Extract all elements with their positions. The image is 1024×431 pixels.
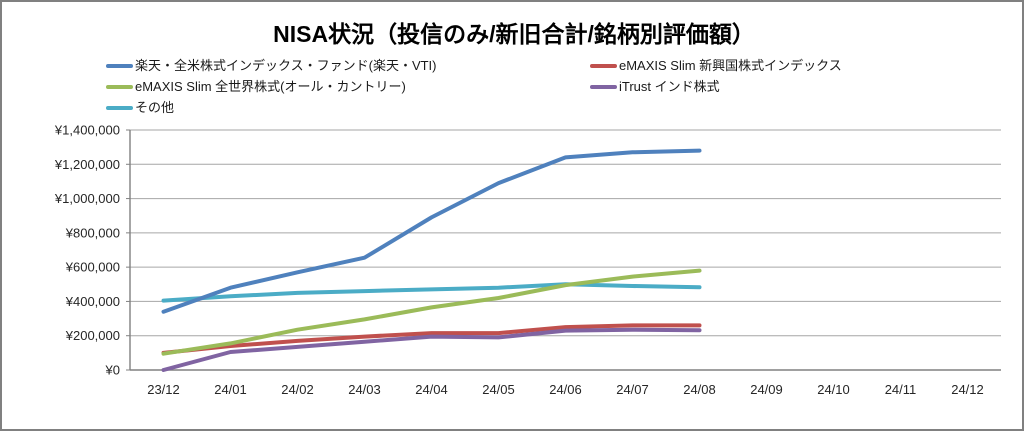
y-axis-label: ¥200,000 [65, 328, 120, 343]
x-axis-label: 24/09 [750, 382, 783, 397]
legend-item: eMAXIS Slim 新興国株式インデックス [590, 58, 842, 73]
y-axis-label: ¥0 [105, 363, 120, 378]
y-axis-label: ¥400,000 [65, 294, 120, 309]
legend-line-swatch-icon [106, 105, 133, 110]
y-axis-label: ¥600,000 [65, 260, 120, 275]
legend-line-swatch-icon [106, 84, 133, 89]
x-axis-label: 24/08 [683, 382, 716, 397]
series-line-0 [161, 148, 702, 314]
series-line-1 [161, 323, 702, 355]
series-line-4 [161, 282, 702, 303]
x-axis-label: 24/01 [214, 382, 247, 397]
legend-label: その他 [135, 100, 175, 115]
legend-label: eMAXIS Slim 全世界株式(オール・カントリー) [135, 79, 406, 94]
y-axis-label: ¥1,400,000 [54, 123, 120, 138]
legend-label: 楽天・全米株式インデックス・ファンド(楽天・VTI) [135, 58, 437, 73]
x-axis-label: 24/06 [549, 382, 582, 397]
legend-item: 楽天・全米株式インデックス・ファンド(楽天・VTI) [106, 58, 437, 73]
y-axis-label: ¥800,000 [65, 225, 120, 240]
y-axis-label: ¥1,000,000 [54, 191, 120, 206]
x-axis-label: 24/02 [281, 382, 314, 397]
legend-item: その他 [106, 100, 174, 115]
x-axis-label: 24/10 [817, 382, 850, 397]
chart-title: NISA状況（投信のみ/新旧合計/銘柄別評価額） [273, 21, 755, 47]
legend-label: eMAXIS Slim 新興国株式インデックス [619, 58, 842, 73]
legend-line-swatch-icon [590, 63, 617, 68]
x-axis-label: 24/05 [482, 382, 515, 397]
legend-line-swatch-icon [590, 84, 617, 89]
x-axis-label: 24/04 [415, 382, 448, 397]
x-axis-label: 24/07 [616, 382, 649, 397]
x-axis-label: 24/11 [885, 382, 917, 397]
legend-line-swatch-icon [106, 63, 133, 68]
series-line-2 [161, 268, 702, 356]
legend-label: iTrust インド株式 [619, 79, 720, 94]
y-axis-label: ¥1,200,000 [54, 157, 120, 172]
x-axis-label: 23/12 [147, 382, 180, 397]
legend-item: iTrust インド株式 [590, 79, 720, 94]
legend-item: eMAXIS Slim 全世界株式(オール・カントリー) [106, 79, 406, 94]
x-axis-label: 24/12 [951, 382, 984, 397]
series-line-3 [161, 327, 702, 372]
x-axis-label: 24/03 [348, 382, 381, 397]
